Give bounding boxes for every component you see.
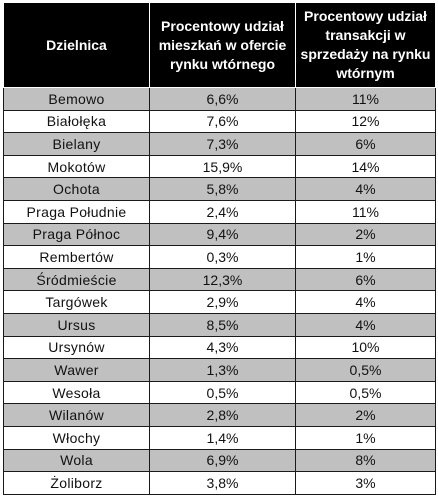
transaction-share-cell: 8% <box>295 448 436 473</box>
table-row: Ochota 5,8% 4% <box>3 177 436 201</box>
offer-share-cell: 2,4% <box>149 199 296 224</box>
offer-share-cell: 12,3% <box>149 267 296 292</box>
offer-share-cell: 5,8% <box>149 177 296 201</box>
transaction-share-cell: 2% <box>295 403 436 427</box>
transaction-share-cell: 4% <box>295 177 436 201</box>
table-row: Bielany 7,3% 6% <box>3 132 436 156</box>
transaction-share-cell: 1% <box>295 245 436 269</box>
district-cell: Ursynów <box>3 335 150 360</box>
transaction-share-cell: 11% <box>295 87 436 111</box>
district-cell: Wesoła <box>3 380 150 405</box>
table-header: Dzielnica Procentowy udział mieszkań w o… <box>3 2 436 88</box>
offer-share-cell: 1,3% <box>149 358 296 382</box>
district-cell: Żoliborz <box>3 471 150 495</box>
offer-share-cell: 7,6% <box>149 109 296 134</box>
district-cell: Praga Północ <box>3 222 150 247</box>
transaction-share-cell: 4% <box>295 312 436 337</box>
district-cell: Białołęka <box>3 109 150 134</box>
table-row: Wesoła 0,5% 0,5% <box>3 380 436 405</box>
table-body: Bemowo 6,6% 11% Białołęka 7,6% 12% Bielany 7,3%… <box>3 87 436 495</box>
table-row: Bemowo 6,6% 11% <box>3 87 436 111</box>
header-district: Dzielnica <box>3 2 150 88</box>
table-row: Ursynów 4,3% 10% <box>3 335 436 360</box>
transaction-share-cell: 10% <box>295 335 436 360</box>
offer-share-cell: 1,4% <box>149 425 296 450</box>
table-row: Żoliborz 3,8% 3% <box>3 471 436 495</box>
district-share-table: Dzielnica Procentowy udział mieszkań w o… <box>3 2 436 495</box>
transaction-share-cell: 12% <box>295 109 436 134</box>
transaction-share-cell: 1% <box>295 425 436 450</box>
table-row: Targówek 2,9% 4% <box>3 290 436 314</box>
transaction-share-cell: 6% <box>295 267 436 292</box>
district-cell: Ochota <box>3 177 150 201</box>
offer-share-cell: 9,4% <box>149 222 296 247</box>
offer-share-cell: 0,5% <box>149 380 296 405</box>
district-cell: Śródmieście <box>3 267 150 292</box>
table-row: Rembertów 0,3% 1% <box>3 245 436 269</box>
table-row: Wola 6,9% 8% <box>3 448 436 473</box>
transaction-share-cell: 0,5% <box>295 358 436 382</box>
offer-share-cell: 7,3% <box>149 132 296 156</box>
table-row: Praga Południe 2,4% 11% <box>3 199 436 224</box>
offer-share-cell: 6,9% <box>149 448 296 473</box>
offer-share-cell: 8,5% <box>149 312 296 337</box>
header-offer-share: Procentowy udział mieszkań w ofercie ryn… <box>149 2 296 88</box>
transaction-share-cell: 11% <box>295 199 436 224</box>
table-row: Wilanów 2,8% 2% <box>3 403 436 427</box>
header-transaction-share: Procentowy udział transakcji w sprzedaży… <box>295 2 436 88</box>
offer-share-cell: 2,8% <box>149 403 296 427</box>
transaction-share-cell: 0,5% <box>295 380 436 405</box>
offer-share-cell: 2,9% <box>149 290 296 314</box>
transaction-share-cell: 14% <box>295 154 436 179</box>
transaction-share-cell: 4% <box>295 290 436 314</box>
district-cell: Bielany <box>3 132 150 156</box>
district-cell: Wola <box>3 448 150 473</box>
offer-share-cell: 0,3% <box>149 245 296 269</box>
district-cell: Mokotów <box>3 154 150 179</box>
district-cell: Wilanów <box>3 403 150 427</box>
transaction-share-cell: 6% <box>295 132 436 156</box>
offer-share-cell: 6,6% <box>149 87 296 111</box>
header-row: Dzielnica Procentowy udział mieszkań w o… <box>3 2 436 88</box>
table-row: Włochy 1,4% 1% <box>3 425 436 450</box>
table-row: Wawer 1,3% 0,5% <box>3 358 436 382</box>
district-cell: Włochy <box>3 425 150 450</box>
transaction-share-cell: 3% <box>295 471 436 495</box>
district-cell: Ursus <box>3 312 150 337</box>
table-row: Ursus 8,5% 4% <box>3 312 436 337</box>
district-cell: Targówek <box>3 290 150 314</box>
table-row: Praga Północ 9,4% 2% <box>3 222 436 247</box>
transaction-share-cell: 2% <box>295 222 436 247</box>
table-row: Śródmieście 12,3% 6% <box>3 267 436 292</box>
table-row: Mokotów 15,9% 14% <box>3 154 436 179</box>
offer-share-cell: 4,3% <box>149 335 296 360</box>
district-cell: Praga Południe <box>3 199 150 224</box>
offer-share-cell: 15,9% <box>149 154 296 179</box>
district-cell: Wawer <box>3 358 150 382</box>
district-cell: Rembertów <box>3 245 150 269</box>
district-cell: Bemowo <box>3 87 150 111</box>
table-row: Białołęka 7,6% 12% <box>3 109 436 134</box>
offer-share-cell: 3,8% <box>149 471 296 495</box>
